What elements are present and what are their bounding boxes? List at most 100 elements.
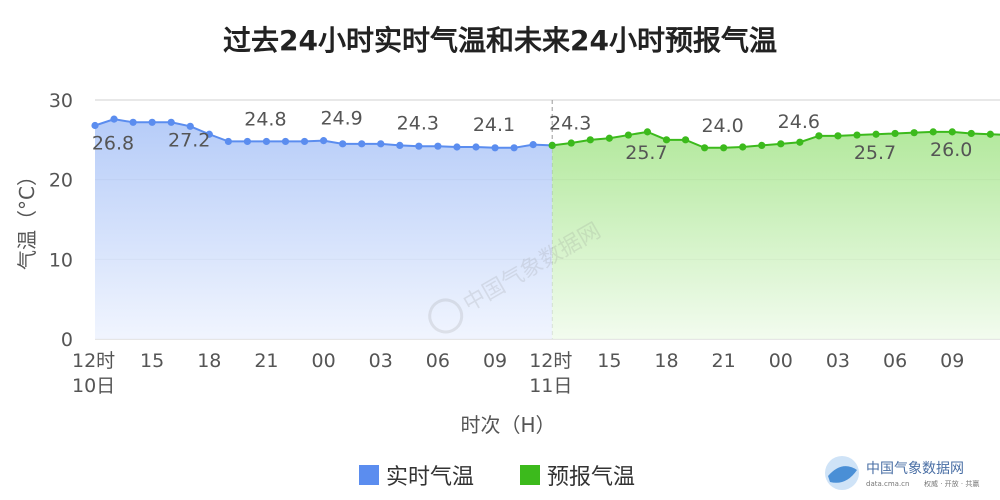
series-points — [91, 115, 994, 152]
logo-url: data.cma.cn — [866, 480, 909, 488]
data-point — [224, 137, 232, 146]
data-point — [681, 136, 690, 144]
chart-title: 过去24小时实时气温和未来24小时预报气温 — [223, 24, 777, 57]
data-point — [910, 129, 918, 137]
data-point — [624, 131, 633, 139]
x-tick-label: 09 — [483, 350, 507, 372]
data-point — [262, 137, 271, 146]
data-point — [758, 141, 766, 150]
data-point — [548, 141, 556, 150]
data-point — [167, 118, 175, 126]
data-point — [529, 141, 537, 149]
data-label: 26.8 — [92, 132, 134, 154]
data-point — [777, 140, 785, 148]
data-point — [396, 141, 404, 150]
x-tick-label: 18 — [654, 350, 678, 372]
data-point — [662, 136, 671, 144]
logo-swirl-icon — [828, 466, 857, 483]
data-point — [453, 143, 461, 151]
legend-label-forecast: 预报气温 — [547, 465, 635, 490]
x-tick-date-label: 11日 — [529, 375, 572, 397]
legend-swatch-forecast — [520, 465, 540, 485]
data-label: 24.3 — [549, 112, 591, 134]
data-point — [796, 138, 804, 146]
data-labels: 26.8 27.2 24.8 24.9 24.3 24.1 24.3 25.7 24.0 24.6… — [92, 108, 973, 164]
data-point — [872, 130, 880, 138]
data-point — [605, 134, 613, 142]
x-tick-label: 09 — [940, 350, 964, 372]
series-area-1 — [552, 131, 1000, 339]
data-label: 24.6 — [778, 111, 820, 133]
x-tick-label: 21 — [254, 350, 278, 372]
y-tick-label: 10 — [49, 249, 73, 271]
logo-name: 中国气象数据网 — [866, 461, 964, 477]
data-point — [434, 142, 442, 150]
x-tick-label: 21 — [712, 350, 736, 372]
x-tick-label: 15 — [140, 350, 164, 372]
y-tick-label: 30 — [49, 90, 73, 112]
data-point — [815, 132, 823, 140]
x-tick-label: 00 — [312, 350, 336, 372]
data-point — [243, 137, 251, 146]
data-point — [491, 144, 499, 152]
data-point — [186, 122, 194, 130]
data-point — [986, 130, 994, 138]
x-tick-date-label: 10日 — [72, 375, 115, 397]
x-axis-label: 时次（H） — [460, 413, 555, 437]
data-label: 25.7 — [854, 142, 896, 164]
data-point — [91, 121, 99, 130]
data-label: 24.1 — [473, 114, 515, 136]
data-point — [567, 139, 575, 147]
y-tick-label: 20 — [49, 170, 73, 192]
x-tick-label: 18 — [197, 350, 221, 372]
legend-swatch-realtime — [359, 465, 379, 485]
x-tick-label: 03 — [826, 350, 850, 372]
data-label: 25.7 — [625, 142, 667, 164]
legend: 实时气温 预报气温 — [359, 465, 635, 490]
data-point — [929, 128, 937, 136]
x-tick-label: 00 — [769, 350, 793, 372]
y-axis-ticks: 0 10 20 30 — [49, 90, 73, 351]
data-point — [148, 118, 156, 126]
data-point — [720, 144, 728, 152]
data-point — [643, 128, 652, 136]
x-tick-label: 15 — [597, 350, 621, 372]
x-tick-label: 12时 — [529, 350, 572, 372]
data-label: 27.2 — [168, 129, 210, 151]
data-point — [320, 137, 328, 145]
data-point — [129, 118, 137, 126]
series-areas — [95, 119, 1000, 340]
data-point — [358, 140, 366, 148]
x-axis-ticks: 12时 10日 15 18 21 00 03 06 09 12时 11日 15 18 21 00 03 06 09 — [72, 350, 964, 397]
cma-logo: 中国气象数据网 data.cma.cn 权威 · 开放 · 共赢 — [825, 456, 979, 490]
data-point — [853, 131, 861, 139]
data-point — [472, 143, 480, 151]
x-tick-label: 06 — [883, 350, 907, 372]
data-label: 24.3 — [397, 112, 439, 134]
data-point — [377, 140, 385, 148]
data-point — [415, 142, 423, 150]
data-label: 26.0 — [930, 139, 972, 161]
data-point — [300, 137, 309, 146]
data-point — [281, 137, 290, 146]
data-point — [891, 129, 899, 138]
x-tick-label: 06 — [426, 350, 450, 372]
x-tick-label: 03 — [369, 350, 393, 372]
legend-label-realtime: 实时气温 — [386, 465, 474, 490]
y-axis-label: 气温（°C） — [15, 166, 39, 270]
data-label: 24.9 — [320, 108, 362, 130]
data-point — [110, 115, 118, 123]
data-point — [701, 144, 709, 152]
data-point — [510, 144, 518, 152]
data-label: 24.8 — [244, 108, 286, 130]
series-area-0 — [95, 119, 553, 340]
data-point — [948, 128, 956, 136]
data-point — [967, 129, 975, 138]
logo-slogan: 权威 · 开放 · 共赢 — [924, 479, 979, 488]
data-point — [739, 143, 747, 151]
data-point — [339, 140, 347, 148]
data-label: 24.0 — [701, 115, 743, 137]
data-point — [205, 130, 213, 138]
y-tick-label: 0 — [61, 329, 73, 351]
